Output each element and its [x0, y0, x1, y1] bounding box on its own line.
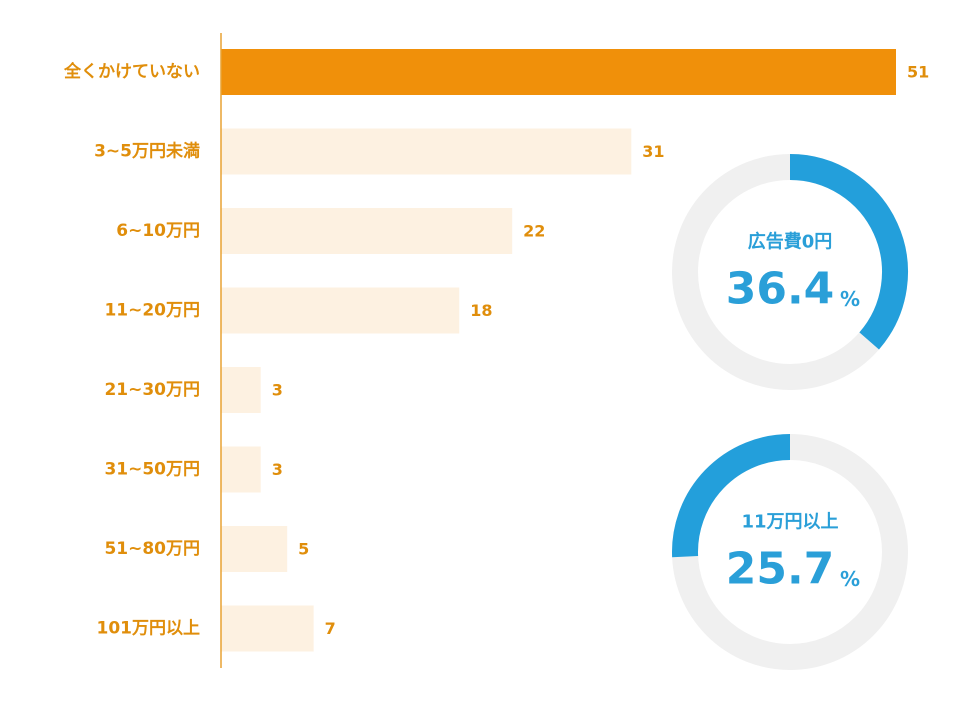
bar-5: [221, 446, 261, 493]
bar-6: [221, 526, 288, 572]
value-label: 5: [298, 540, 309, 559]
bar-0: [221, 49, 896, 95]
category-label: 101万円以上: [97, 619, 201, 639]
donut-unit: %: [840, 567, 860, 591]
bar-3: [221, 287, 460, 334]
category-label: 51~80万円: [104, 539, 200, 559]
donut-arc: [672, 434, 791, 558]
category-label: 21~30万円: [104, 380, 200, 400]
category-label: 全くかけていない: [63, 61, 200, 82]
bar-7: [221, 605, 314, 652]
value-label: 22: [523, 222, 545, 241]
value-label: 3: [272, 460, 283, 479]
donut-charts: 広告費0円 36.4 % 11万円以上 25.7%: [672, 154, 908, 670]
donut-title: 広告費0円: [748, 231, 833, 253]
category-label: 6~10万円: [116, 221, 200, 241]
donut-chart-1: 広告費0円 36.4%: [672, 154, 908, 390]
bar-1: [221, 128, 632, 175]
value-label: 3: [272, 381, 283, 400]
bar-4: [221, 367, 261, 413]
donut-value: 36.4: [726, 264, 835, 315]
category-label: 11~20万円: [104, 301, 200, 321]
value-label: 31: [642, 142, 664, 161]
bar-chart: 全くかけていない 51 3~5万円未満 31 6~10万円 22 11~20万円 18 21~3…: [63, 49, 929, 652]
donut-unit: %: [840, 287, 860, 311]
value-label: 18: [470, 301, 492, 320]
category-label: 31~50万円: [104, 460, 200, 480]
donut-chart-2: 11万円以上 25.7%: [672, 434, 908, 670]
donut-arc: [789, 154, 908, 350]
donut-title: 11万円以上: [741, 512, 838, 533]
value-label: 51: [907, 63, 929, 82]
category-label: 3~5万円未満: [94, 141, 200, 162]
donut-value: 25.7: [726, 544, 835, 595]
bar-2: [221, 208, 513, 254]
value-label: 7: [325, 619, 336, 638]
